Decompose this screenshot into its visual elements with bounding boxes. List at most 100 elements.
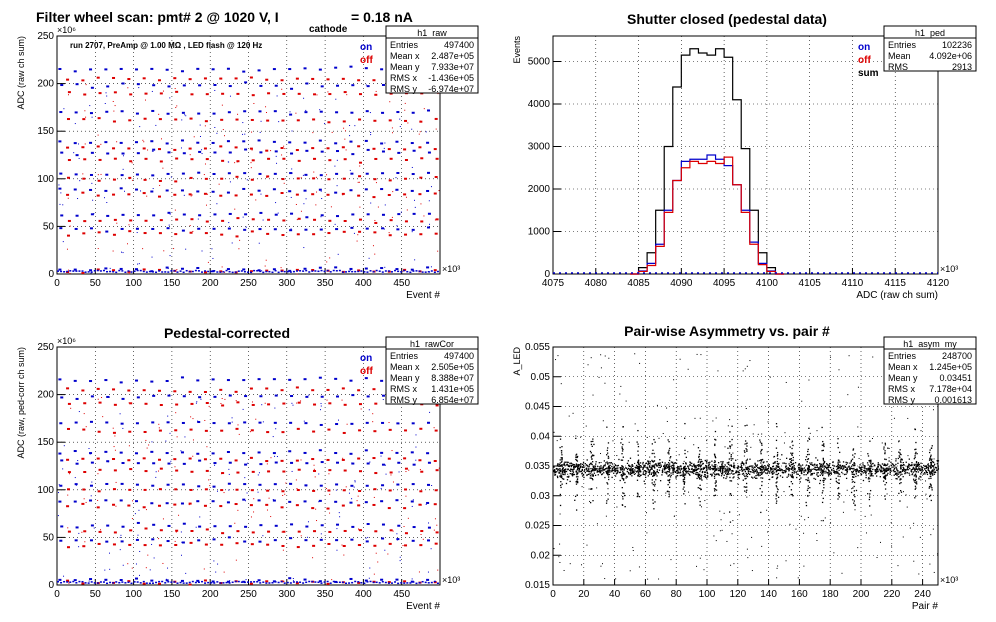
band-point bbox=[741, 467, 743, 469]
pedestal-point bbox=[292, 270, 295, 273]
band-point bbox=[631, 475, 633, 477]
spike-point bbox=[575, 437, 577, 440]
on-point bbox=[182, 522, 186, 525]
spike-point bbox=[884, 444, 887, 446]
off-point bbox=[253, 102, 255, 104]
on-point bbox=[289, 111, 291, 113]
band-point bbox=[643, 466, 645, 468]
band-point bbox=[787, 473, 790, 475]
band-point bbox=[756, 470, 758, 472]
pedestal-point bbox=[262, 581, 265, 583]
on-point bbox=[302, 174, 304, 176]
on-point bbox=[89, 452, 93, 455]
band-point bbox=[743, 464, 745, 466]
band-point bbox=[644, 465, 646, 467]
pedestal-point bbox=[124, 582, 127, 584]
on-point bbox=[290, 228, 292, 230]
on-point bbox=[319, 110, 323, 113]
outlier-point bbox=[687, 368, 689, 370]
off-point bbox=[204, 419, 206, 421]
off-point bbox=[341, 387, 345, 390]
spike-point bbox=[712, 467, 715, 470]
off-point bbox=[129, 402, 133, 405]
band-point bbox=[706, 469, 708, 471]
spike-point bbox=[776, 486, 778, 488]
off-point bbox=[113, 157, 117, 160]
spike-point bbox=[928, 459, 931, 461]
outlier-point bbox=[555, 359, 557, 361]
on-point bbox=[335, 489, 337, 491]
spike-point bbox=[898, 451, 900, 453]
band-point bbox=[682, 474, 684, 477]
spike-point bbox=[653, 485, 656, 487]
band-point bbox=[724, 467, 726, 470]
off-point bbox=[313, 171, 315, 173]
outlier-point bbox=[717, 467, 719, 469]
spike-point bbox=[607, 466, 610, 468]
spike-point bbox=[883, 446, 885, 448]
spike-point bbox=[591, 468, 594, 470]
band-point bbox=[639, 471, 642, 473]
spike-point bbox=[838, 482, 840, 484]
spike-point bbox=[607, 471, 609, 473]
band-point bbox=[788, 463, 790, 465]
off-point bbox=[127, 87, 129, 89]
on-point bbox=[120, 534, 122, 536]
band-point bbox=[793, 467, 796, 469]
on-point bbox=[184, 436, 186, 438]
outlier-point bbox=[776, 488, 778, 490]
spike-point bbox=[637, 495, 639, 497]
off-point bbox=[159, 219, 163, 222]
spike-point bbox=[636, 479, 639, 481]
pedestal-point bbox=[197, 270, 200, 272]
on-point bbox=[182, 152, 186, 155]
spike-point bbox=[577, 467, 579, 470]
band-point bbox=[632, 472, 634, 474]
spike-point bbox=[899, 456, 901, 458]
on-point bbox=[198, 459, 202, 462]
spike-point bbox=[699, 500, 701, 503]
off-point bbox=[147, 554, 149, 556]
spike-point bbox=[620, 442, 622, 444]
x-tick-label: 0 bbox=[54, 589, 60, 600]
on-point bbox=[180, 376, 184, 379]
off-point bbox=[98, 219, 102, 222]
outlier-point bbox=[668, 466, 670, 468]
band-point bbox=[931, 472, 933, 474]
on-point bbox=[365, 421, 369, 424]
on-point bbox=[257, 139, 261, 142]
band-point bbox=[554, 471, 557, 474]
on-point bbox=[226, 580, 230, 583]
outlier-point bbox=[800, 515, 802, 517]
x-tick-label: 0 bbox=[550, 589, 556, 600]
band-point bbox=[589, 477, 591, 479]
band-point bbox=[813, 477, 815, 480]
spike-point bbox=[885, 471, 887, 473]
pedestal-point bbox=[164, 582, 167, 584]
on-point bbox=[350, 226, 354, 229]
on-point bbox=[213, 525, 217, 528]
pedestal-point bbox=[219, 582, 222, 584]
pedestal-point bbox=[406, 270, 409, 273]
band-point bbox=[771, 468, 773, 470]
pedestal-point bbox=[148, 270, 151, 273]
on-point bbox=[370, 131, 372, 133]
off-point bbox=[173, 77, 177, 80]
band-point bbox=[882, 469, 884, 471]
off-point bbox=[175, 157, 179, 160]
off-point bbox=[434, 117, 438, 120]
off-point bbox=[81, 582, 85, 585]
band-point bbox=[913, 468, 915, 470]
band-point bbox=[808, 481, 811, 483]
off-point bbox=[435, 157, 439, 160]
outlier-point bbox=[639, 362, 641, 364]
band-point bbox=[553, 469, 555, 472]
on-point bbox=[242, 408, 244, 410]
off-point bbox=[372, 421, 374, 423]
off-point bbox=[221, 532, 225, 535]
band-point bbox=[753, 466, 756, 468]
band-point bbox=[775, 467, 778, 469]
band-point bbox=[563, 471, 566, 473]
band-point bbox=[822, 473, 824, 475]
spike-point bbox=[897, 457, 899, 460]
